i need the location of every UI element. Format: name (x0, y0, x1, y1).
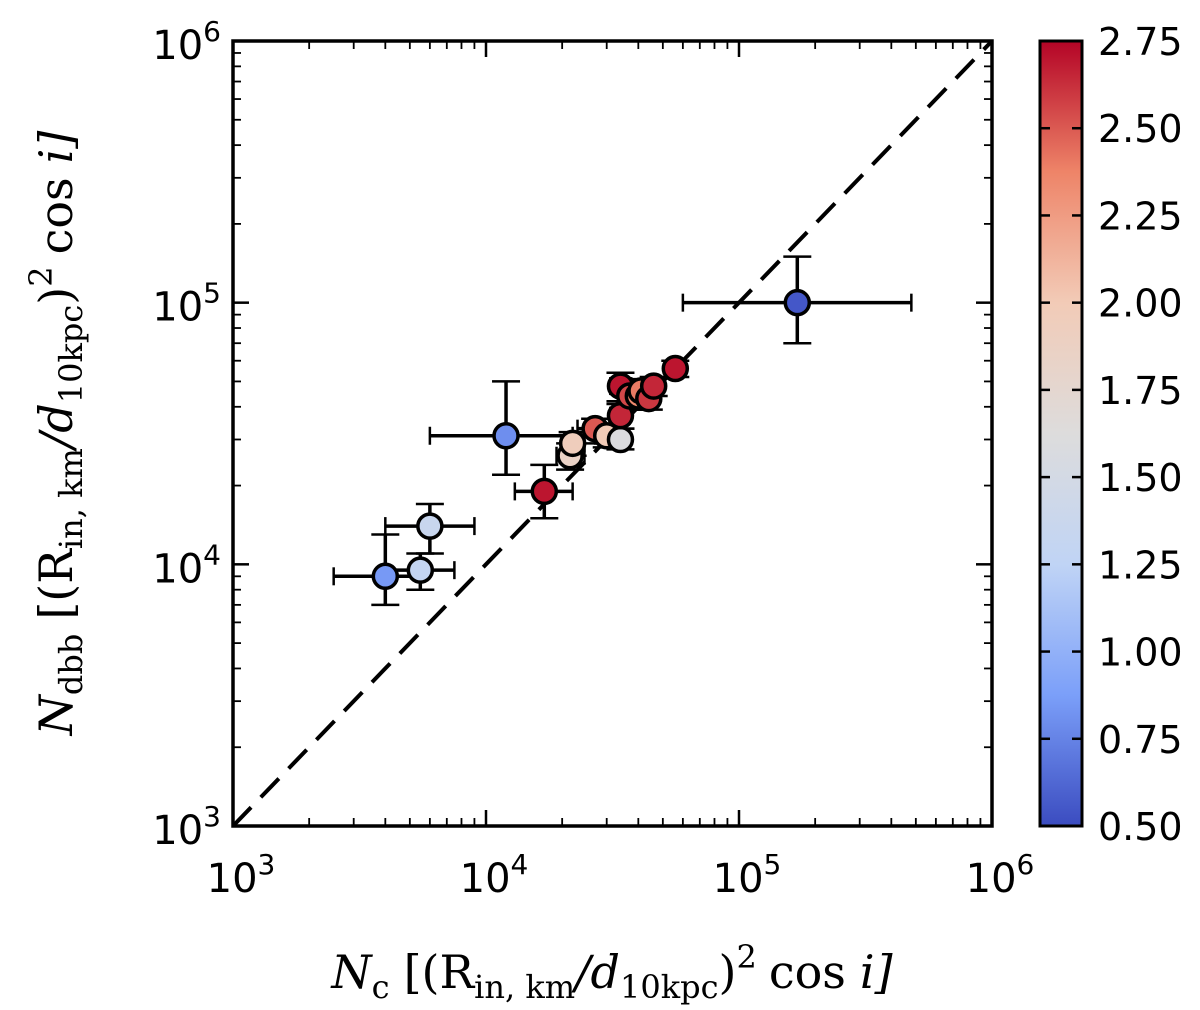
data-point (371, 562, 400, 591)
colorbar-tick-label: 1.00 (1098, 631, 1183, 675)
colorbar-tick-label: 2.25 (1098, 194, 1183, 238)
colorbar-tick-label: 2.50 (1098, 107, 1183, 151)
colorbar-tick-label: 0.75 (1098, 718, 1183, 762)
data-point (606, 425, 635, 454)
plot-frame (231, 39, 994, 828)
y-axis-label: Ndbb[(Rin, km/d10kpc)2cosi] (22, 131, 90, 737)
colorbar-frame (1038, 39, 1084, 828)
colorbar-tick-label: 2.75 (1098, 20, 1183, 64)
data-point (783, 288, 812, 317)
x-tick-labels: 103 104 105 106 (207, 848, 1035, 902)
x-axis-label: Nc [(Rin, km/d10kpc)2 cos i] (330, 938, 892, 1006)
colorbar-tick-label: 2.00 (1098, 282, 1183, 326)
colorbar-tick-label: 1.25 (1098, 543, 1183, 587)
x-tick-label: 106 (966, 848, 1035, 902)
x-tick-label: 103 (207, 848, 276, 902)
y-tick-label: 106 (152, 15, 221, 69)
y-tick-label: 105 (152, 277, 221, 331)
y-tick-label: 104 (152, 538, 221, 592)
x-tick-label: 105 (713, 848, 782, 902)
colorbar-tick-label: 1.50 (1098, 456, 1183, 500)
data-points (371, 288, 812, 591)
data-point (530, 477, 559, 506)
colorbar-tick-label: 0.50 (1098, 805, 1183, 849)
colorbar-tick-labels: 0.50 0.75 1.00 1.25 1.50 1.75 2.00 2.25 … (1098, 20, 1183, 849)
data-point (558, 429, 587, 458)
y-tick-labels: 103 104 105 106 (152, 15, 221, 854)
colorbar-tick-label: 1.75 (1098, 369, 1183, 413)
data-point (406, 556, 435, 584)
colorbar (1040, 41, 1082, 826)
y-tick-label: 103 (152, 800, 221, 854)
data-point (639, 372, 668, 400)
x-tick-label: 104 (460, 848, 529, 902)
data-point (416, 512, 444, 540)
data-point (661, 354, 690, 383)
data-point (492, 422, 520, 450)
